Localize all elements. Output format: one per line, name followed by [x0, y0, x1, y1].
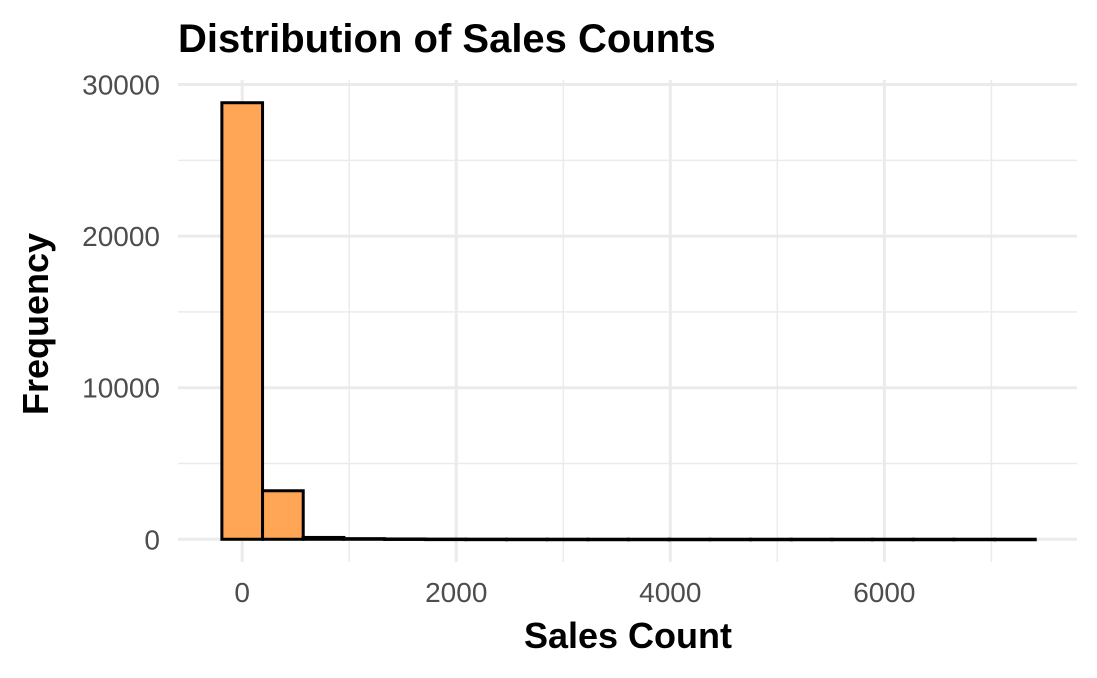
x-tick-label: 6000 — [853, 577, 915, 608]
y-tick-label: 20000 — [82, 221, 160, 252]
x-tick-label: 2000 — [425, 577, 487, 608]
chart-title: Distribution of Sales Counts — [178, 17, 716, 61]
y-tick-label: 0 — [144, 524, 160, 555]
histogram-bar — [423, 537, 468, 542]
histogram-bar — [830, 537, 875, 542]
histogram-bar — [301, 535, 346, 541]
histogram-bar — [789, 537, 834, 542]
y-tick-label: 30000 — [82, 70, 160, 101]
x-tick-label: 0 — [234, 577, 250, 608]
histogram-bar — [993, 537, 1037, 542]
histogram-bar — [871, 537, 915, 542]
y-axis-title: Frequency — [15, 233, 56, 415]
histogram-bar — [220, 101, 265, 541]
histogram-bar — [464, 537, 509, 542]
histogram-bar — [545, 537, 590, 542]
histogram-bar — [667, 537, 712, 542]
x-tick-label: 4000 — [639, 577, 701, 608]
y-tick-labels: 0 10000 20000 30000 — [82, 70, 160, 556]
x-axis-title: Sales Count — [524, 615, 732, 656]
histogram-bar — [586, 537, 631, 542]
histogram-bars — [220, 101, 1037, 542]
histogram-bar — [749, 537, 793, 542]
histogram-bar — [505, 537, 549, 542]
histogram-bar — [708, 537, 753, 542]
histogram-bar — [383, 537, 427, 541]
histogram-bar — [627, 537, 671, 542]
histogram-bar — [261, 489, 305, 541]
y-tick-label: 10000 — [82, 373, 160, 404]
histogram-bar — [911, 537, 956, 542]
x-tick-labels: 0 2000 4000 6000 — [234, 577, 915, 608]
histogram-bar — [342, 537, 387, 541]
histogram-bar — [952, 537, 997, 542]
